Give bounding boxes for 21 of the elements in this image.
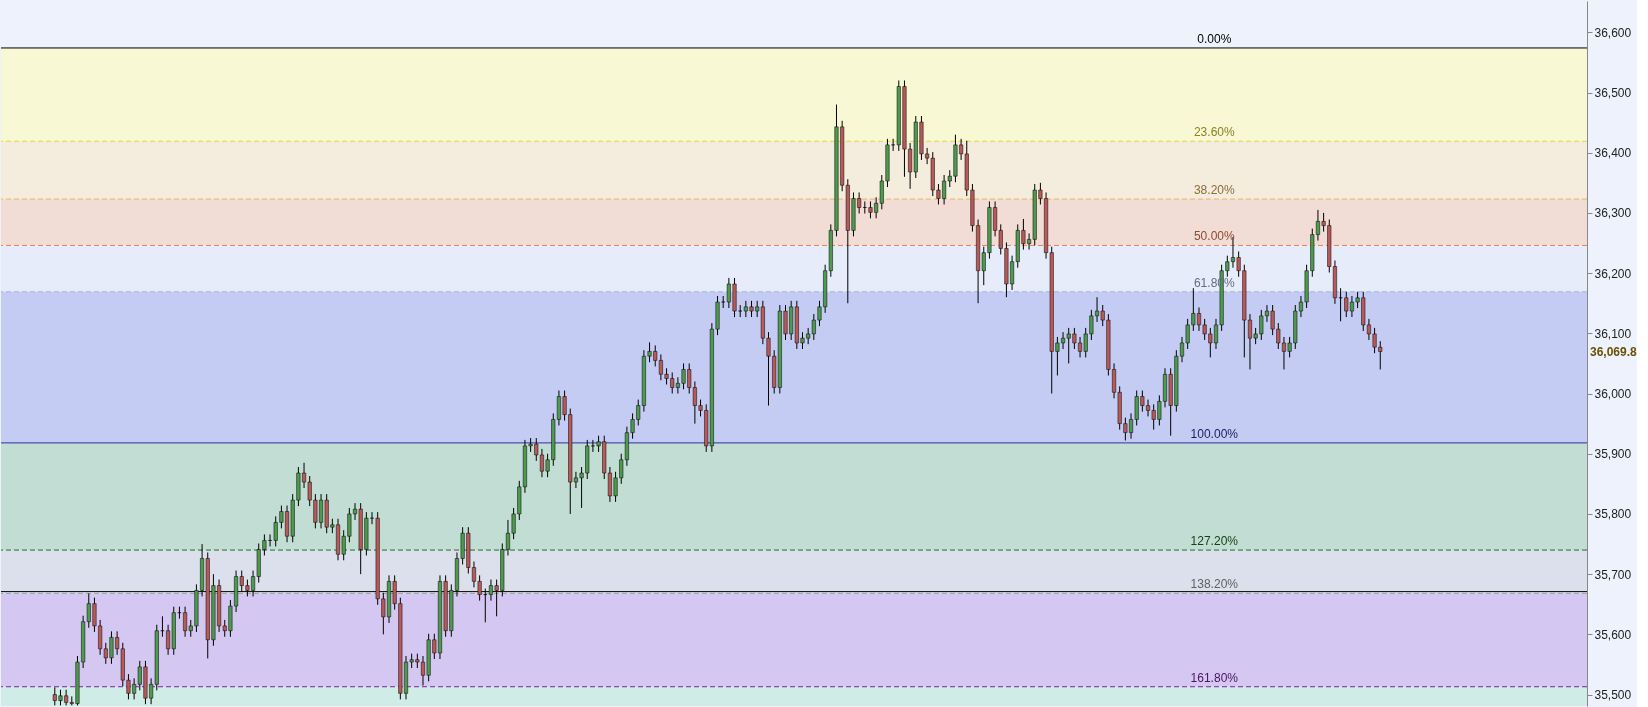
y-tick-label: 36,300 (1594, 206, 1632, 221)
y-tick-label: 36,500 (1594, 86, 1632, 101)
annotation: 138.20% (1190, 577, 1239, 592)
y-tick-label: 35,600 (1594, 627, 1632, 642)
annotation: 50.00% (1193, 229, 1235, 244)
annotation: 23.60% (1193, 125, 1235, 140)
annotation: 161.80% (1190, 670, 1239, 685)
annotation: 100.00% (1190, 426, 1239, 441)
annotation: 127.20% (1190, 534, 1239, 549)
y-tick-label: 36,400 (1594, 146, 1632, 161)
text: 36,069.8 (1590, 344, 1638, 359)
y-tick-label: 36,200 (1594, 266, 1632, 281)
y-tick-label: 35,900 (1594, 447, 1632, 462)
y-tick-label: 35,500 (1594, 688, 1632, 703)
y-tick-label: 36,600 (1594, 25, 1632, 40)
annotation: 38.20% (1193, 183, 1235, 198)
y-tick-label: 36,000 (1594, 387, 1632, 402)
y-tick-label: 36,100 (1594, 326, 1632, 341)
y-tick-label: 35,800 (1594, 507, 1632, 522)
annotation: 0.00% (1197, 31, 1232, 46)
y-tick-label: 35,700 (1594, 567, 1632, 582)
